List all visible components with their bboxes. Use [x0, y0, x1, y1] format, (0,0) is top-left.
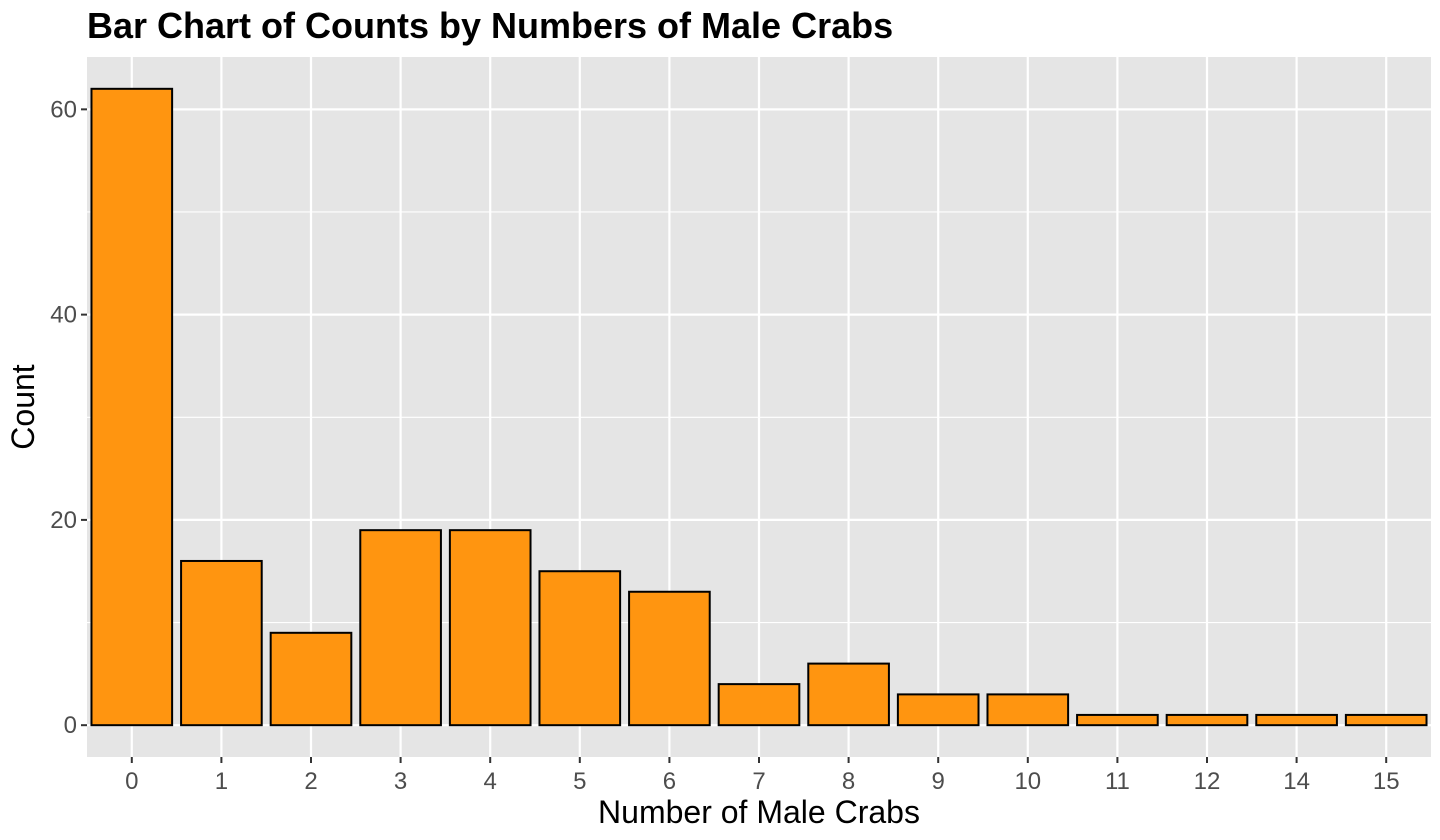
bar-3: [359, 529, 442, 727]
x-tick-label-4: 4: [484, 768, 497, 795]
x-tick-label-12: 12: [1194, 768, 1221, 795]
x-tick-label-5: 5: [573, 768, 586, 795]
x-tick-label-9: 9: [932, 768, 945, 795]
bar-8: [807, 662, 890, 727]
x-tick-label-7: 7: [752, 768, 765, 795]
bar-15: [1344, 713, 1428, 727]
x-tick-label-15: 15: [1373, 768, 1400, 795]
bar-1: [180, 559, 263, 727]
bar-7: [717, 683, 801, 727]
bar-14: [1255, 713, 1338, 727]
y-axis: 0 20 40 60: [50, 96, 87, 739]
bar-11: [1076, 713, 1159, 727]
bar-2: [269, 631, 353, 727]
x-tick-label-14: 14: [1283, 768, 1310, 795]
y-axis-title: Count: [5, 364, 41, 450]
x-tick-label-11: 11: [1105, 768, 1130, 795]
bars: [90, 87, 1428, 727]
x-tick-label-3: 3: [394, 768, 407, 795]
x-tick-label-1: 1: [215, 768, 228, 795]
x-tick-label-8: 8: [842, 768, 855, 795]
bar-0: [90, 87, 174, 727]
x-axis: 0 1 2 3 4 5 6 7 8 9 10 11 12 14 15: [125, 757, 1400, 795]
y-tick-label: 0: [64, 712, 77, 739]
x-tick-label-10: 10: [1014, 768, 1041, 795]
bar-4: [448, 529, 532, 727]
x-axis-title: Number of Male Crabs: [598, 794, 920, 830]
x-tick-label-6: 6: [663, 768, 676, 795]
y-tick-label: 40: [50, 302, 77, 329]
y-tick-label: 20: [50, 507, 77, 534]
bar-6: [628, 590, 711, 727]
y-tick-label: 60: [50, 96, 77, 123]
x-tick-label-0: 0: [125, 768, 138, 795]
chart-title: Bar Chart of Counts by Numbers of Male C…: [87, 5, 893, 46]
x-tick-label-2: 2: [304, 768, 317, 795]
bar-10: [986, 693, 1070, 727]
bar-9: [896, 693, 980, 727]
bar-5: [538, 570, 622, 727]
bar-12: [1165, 713, 1249, 727]
